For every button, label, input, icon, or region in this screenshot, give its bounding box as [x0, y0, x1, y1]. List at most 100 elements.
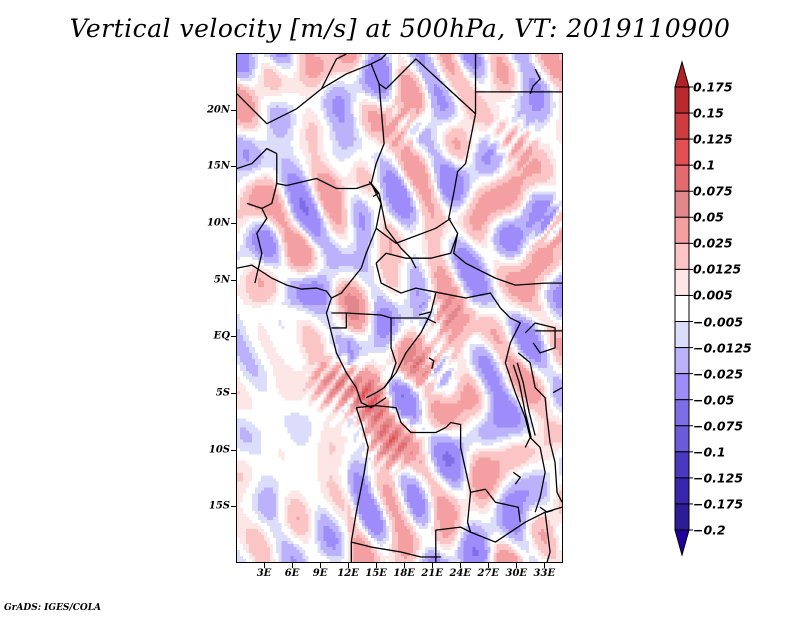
colorbar-label: −0.0125 — [693, 340, 752, 356]
colorbar-label: 0.075 — [693, 183, 733, 199]
x-tick-label: 27E — [477, 568, 500, 579]
colorbar-extend-max-arrow — [674, 60, 690, 88]
colorbar-label: 0.005 — [693, 287, 733, 303]
y-tick-label: 10S — [208, 444, 230, 456]
x-tick — [348, 563, 350, 568]
border-line — [346, 312, 397, 399]
x-tick — [516, 563, 518, 568]
x-tick-label: 21E — [421, 568, 443, 579]
y-tick — [231, 506, 236, 508]
border-line — [237, 54, 387, 125]
border-line — [375, 233, 459, 264]
colorbar-swatch — [674, 347, 690, 375]
colorbar-swatch — [674, 112, 690, 140]
x-tick-label: 6E — [284, 568, 300, 579]
y-tick-label: EQ — [213, 330, 230, 342]
y-tick-label: 20N — [206, 104, 230, 116]
border-line — [375, 263, 501, 309]
x-tick — [292, 563, 294, 568]
x-tick-label: 24E — [449, 568, 471, 579]
colorbar-swatch — [674, 399, 690, 427]
y-tick — [231, 223, 236, 224]
colorbar-label: 0.025 — [693, 235, 733, 251]
x-tick-label: 30E — [505, 568, 528, 579]
x-tick-label: 18E — [393, 568, 415, 579]
y-tick — [231, 109, 236, 111]
border-line — [448, 113, 477, 269]
y-tick-label: 5N — [213, 274, 230, 286]
border-line — [370, 83, 385, 194]
colorbar-swatch — [674, 216, 690, 244]
colorbar-swatch — [674, 451, 690, 479]
border-line — [435, 526, 471, 562]
border-line — [378, 193, 417, 269]
country-borders — [237, 54, 562, 562]
colorbar-label: −0.05 — [693, 392, 735, 408]
coastline — [237, 264, 332, 299]
y-tick — [231, 449, 236, 451]
y-tick-label: 15N — [206, 160, 230, 172]
x-tick — [488, 563, 490, 568]
border-line — [246, 202, 268, 284]
border-line — [276, 153, 372, 190]
border-line — [331, 183, 382, 299]
y-tick — [231, 166, 236, 168]
y-tick — [231, 336, 236, 338]
lake-outline — [418, 311, 431, 316]
lake-outline — [512, 471, 521, 485]
x-tick — [544, 563, 546, 568]
border-line — [499, 307, 531, 448]
x-tick-label: 12E — [337, 568, 359, 579]
x-tick — [264, 563, 266, 568]
colorbar-swatch — [674, 425, 690, 453]
y-tick — [231, 279, 236, 281]
colorbar-swatch — [674, 86, 690, 114]
x-tick — [432, 563, 434, 568]
colorbar-label: 0.125 — [693, 131, 733, 147]
colorbar-swatch — [674, 294, 690, 323]
lake-outline — [539, 506, 554, 513]
colorbar-label: 0.05 — [693, 209, 724, 225]
grads-credit: GrADS: IGES/COLA — [4, 603, 102, 613]
x-tick-label: 3E — [256, 568, 272, 579]
x-tick — [404, 563, 406, 568]
y-tick — [231, 393, 236, 394]
vertical-velocity-field — [237, 54, 562, 562]
x-tick-label: 9E — [312, 568, 328, 579]
border-line — [517, 352, 562, 503]
colorbar-swatch — [674, 138, 690, 166]
colorbar-label: 0.0125 — [693, 261, 742, 277]
border-line — [375, 217, 452, 244]
colorbar-label: 0.15 — [693, 105, 724, 121]
colorbar-label: 0.1 — [693, 157, 716, 173]
border-line — [331, 312, 347, 329]
y-tick-label: 15S — [208, 500, 230, 512]
colorbar-label: −0.075 — [693, 418, 744, 434]
colorbar-swatch — [674, 321, 690, 349]
colorbar-label: −0.025 — [693, 366, 744, 382]
colorbar-swatch — [674, 164, 690, 192]
x-tick — [320, 563, 322, 568]
border-line — [552, 387, 562, 394]
border-line — [356, 404, 521, 523]
chart-title: Vertical velocity [m/s] at 500hPa, VT: 2… — [69, 14, 731, 43]
border-line — [237, 147, 278, 170]
lake-outline — [529, 68, 541, 95]
border-line — [475, 267, 562, 286]
lake-outline — [368, 181, 379, 197]
colorbar-label: −0.005 — [693, 314, 744, 330]
colorbar-swatch — [674, 242, 690, 270]
border-line — [524, 322, 556, 354]
colorbar-label: −0.175 — [693, 496, 744, 512]
colorbar-label: −0.125 — [693, 470, 744, 486]
border-line — [544, 512, 551, 562]
map-plot-area — [236, 53, 563, 563]
colorbar-label: 0.175 — [693, 79, 733, 95]
border-line — [383, 292, 437, 389]
colorbar-swatch — [674, 190, 690, 218]
x-tick — [376, 563, 378, 568]
x-tick-label: 33E — [533, 568, 556, 579]
colorbar-label: −0.2 — [693, 522, 726, 538]
colorbar-swatch — [674, 373, 690, 401]
colorbar-swatch — [674, 477, 690, 505]
